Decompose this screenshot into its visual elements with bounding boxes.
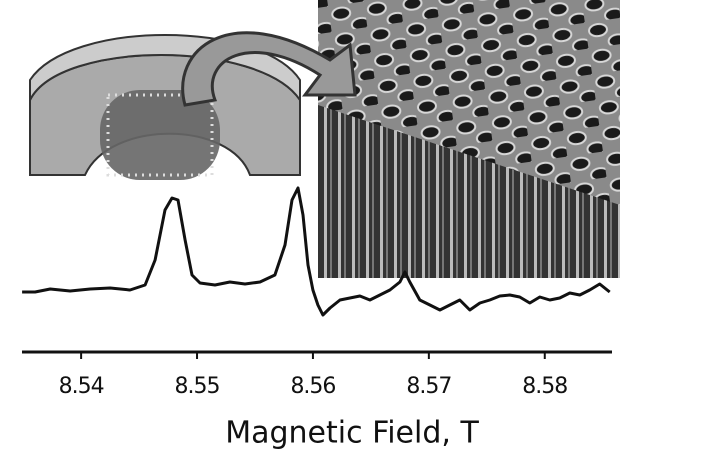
x-tick-label: 8.56 xyxy=(290,374,335,399)
x-tick-label: 8.58 xyxy=(522,374,567,399)
sem-image xyxy=(318,0,620,278)
x-tick-label: 8.57 xyxy=(406,374,451,399)
x-axis-label: Magnetic Field, T xyxy=(225,416,479,451)
x-tick-label: 8.55 xyxy=(175,374,220,399)
figure: 8.54 8.55 8.56 8.57 8.58 Magnetic Field, T xyxy=(0,0,704,456)
schematic xyxy=(30,33,355,180)
x-tick-label: 8.54 xyxy=(59,374,104,399)
